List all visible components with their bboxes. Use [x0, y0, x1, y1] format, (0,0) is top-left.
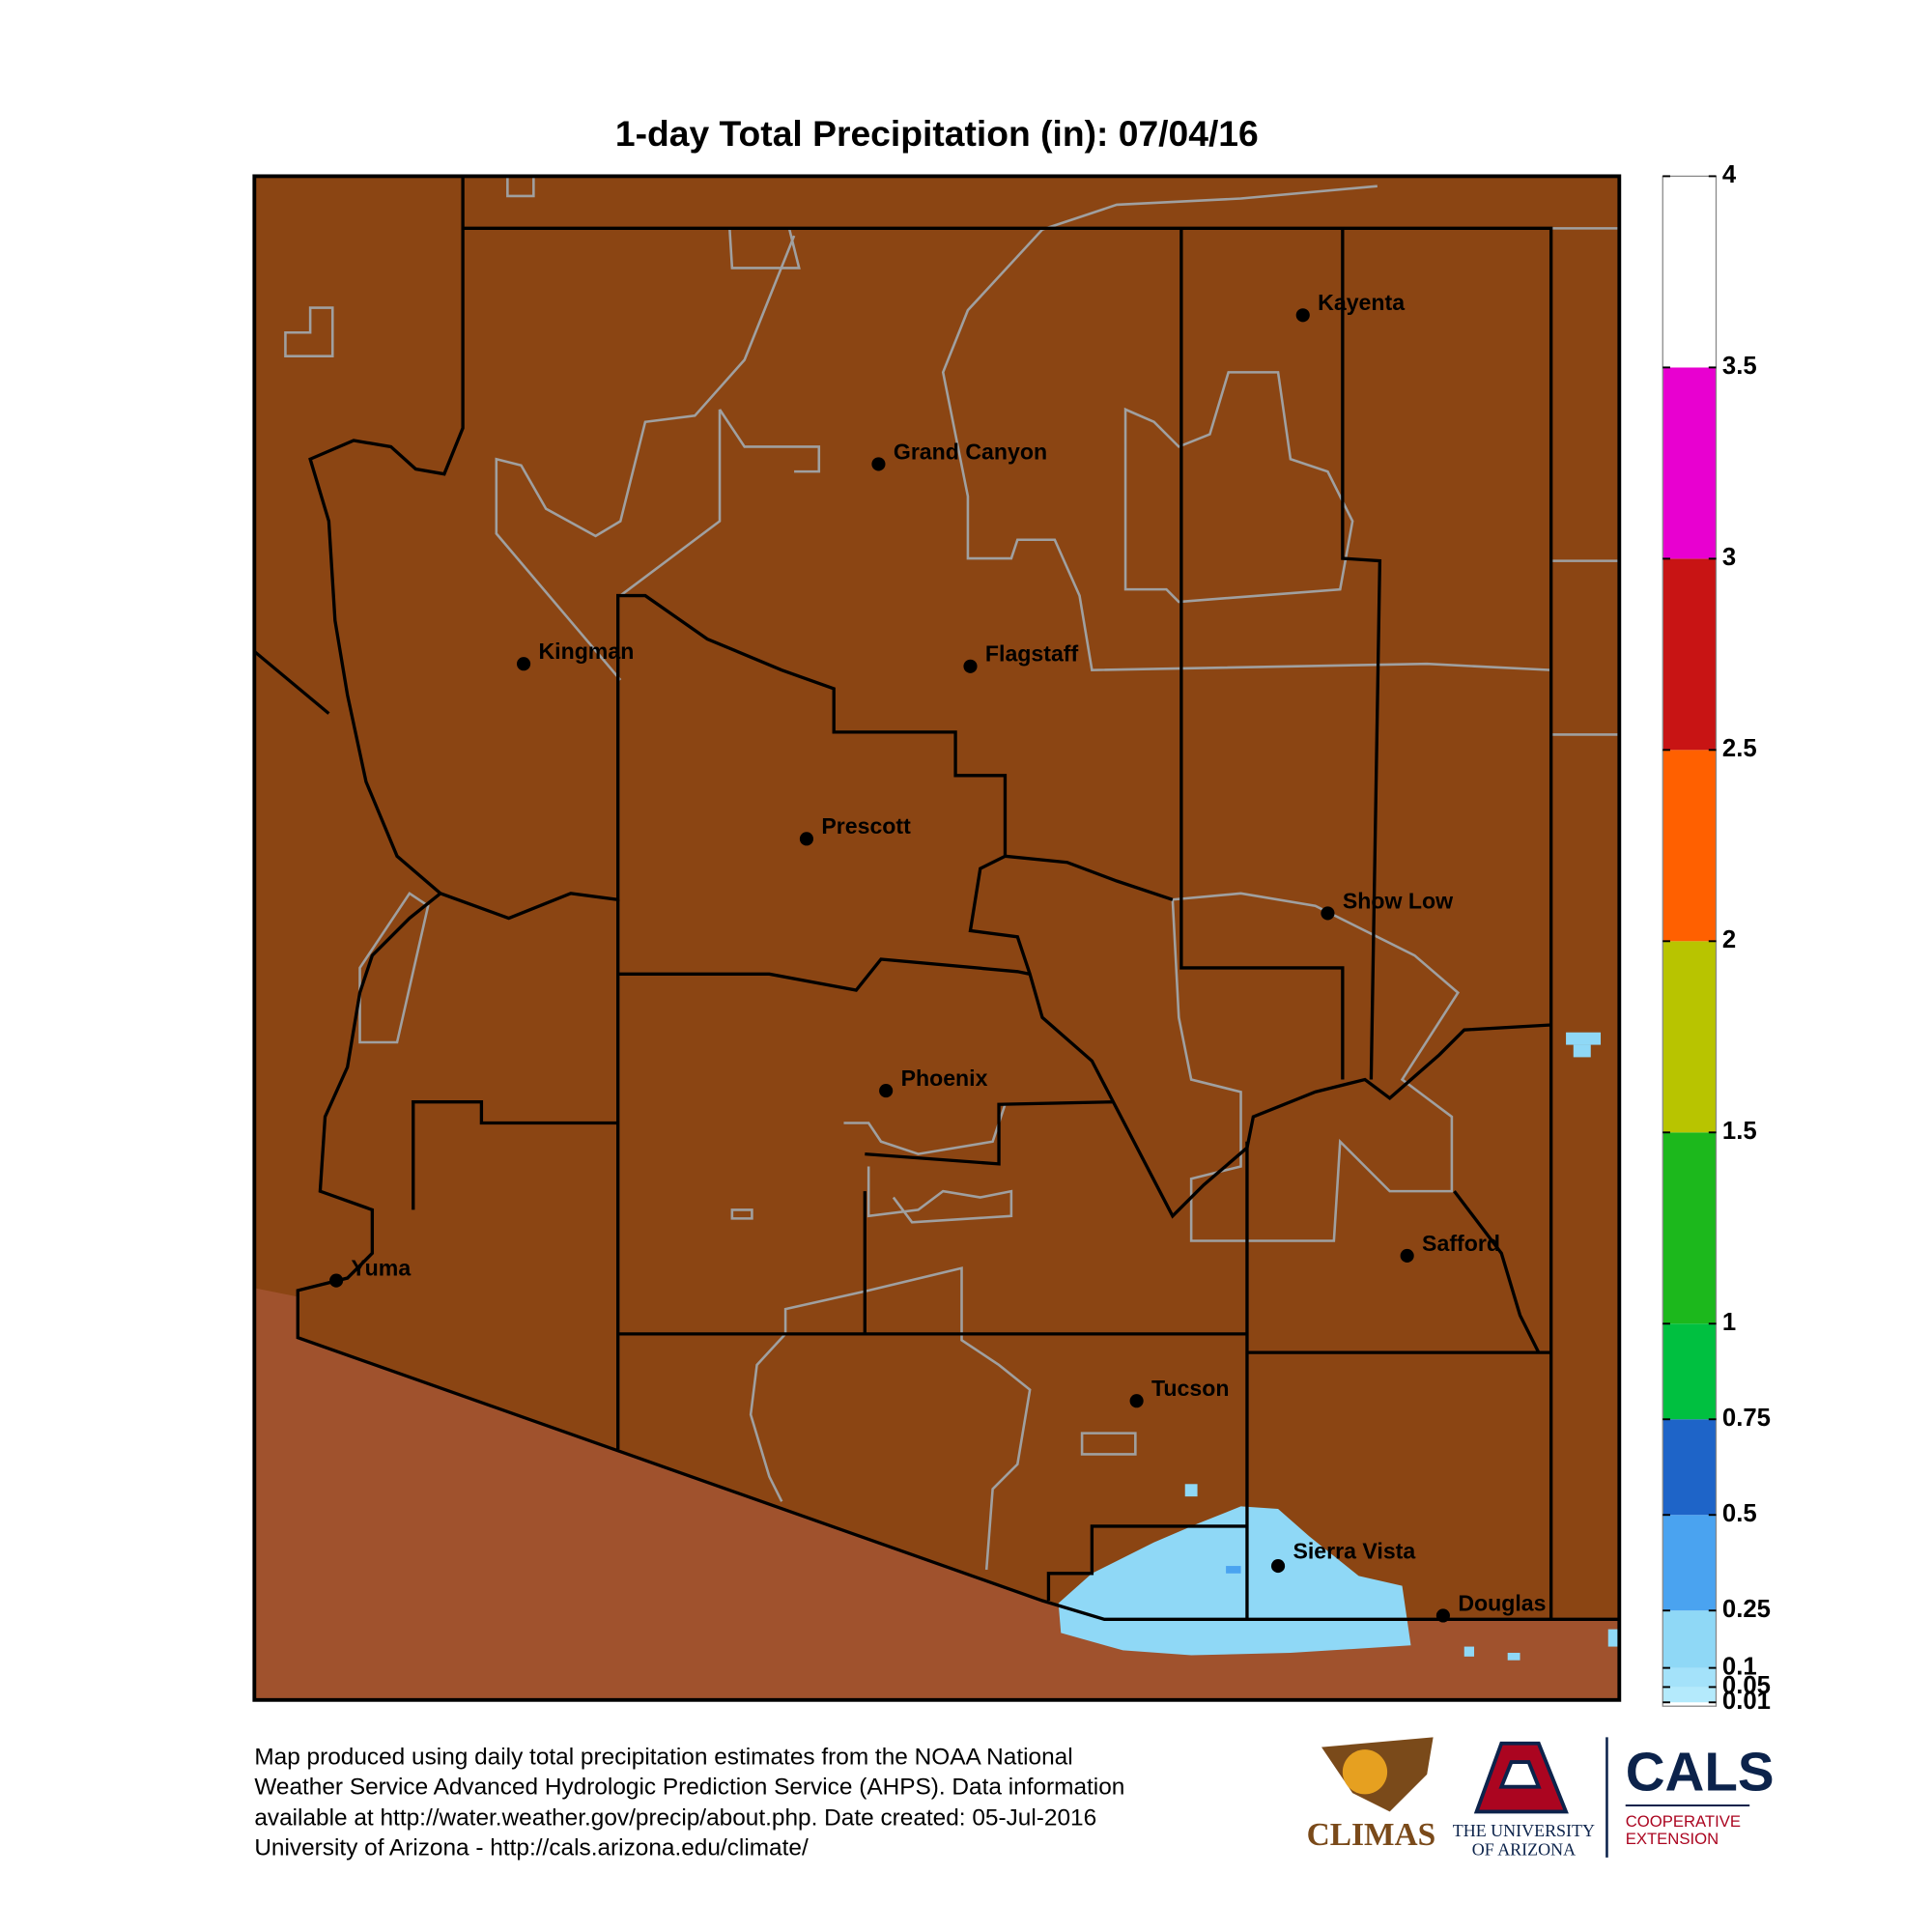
city-label: Kingman — [538, 639, 634, 664]
city-dot — [879, 1084, 894, 1098]
city-label: Phoenix — [901, 1065, 988, 1091]
city-dot — [1435, 1608, 1450, 1623]
colorbar-label: 4 — [1722, 161, 1737, 188]
colorbar-bin — [1662, 1419, 1717, 1516]
city-dot — [1400, 1248, 1414, 1264]
colorbar-bin — [1662, 750, 1717, 942]
colorbar-label: 0.1 — [1722, 1653, 1757, 1680]
city-label: Show Low — [1343, 888, 1454, 913]
footer-line: University of Arizona - http://cals.ariz… — [254, 1834, 809, 1861]
climas-sun — [1342, 1749, 1388, 1795]
city-label: Flagstaff — [985, 641, 1079, 667]
county-lines — [253, 176, 1620, 1621]
city-dot — [1129, 1394, 1144, 1408]
colorbar: 0.010.050.1 0.25 0.5 0.75 1 1.5 2 2.5 3 3.5 4 — [1662, 161, 1771, 1715]
cities: Kayenta Grand Canyon Kingman Flagstaff P… — [329, 290, 1546, 1623]
city-dot — [799, 832, 814, 846]
ua-logo — [1473, 1741, 1569, 1814]
city-dot — [963, 659, 978, 673]
colorbar-label: 2 — [1722, 926, 1736, 953]
map-frame — [252, 174, 1622, 1702]
colorbar-bin — [1662, 1687, 1717, 1703]
city-dot — [871, 457, 886, 471]
colorbar-label: 2.5 — [1722, 735, 1757, 762]
precip-patch — [1226, 1566, 1241, 1574]
colorbar-label: 1 — [1722, 1309, 1736, 1336]
colorbar-label: 0.25 — [1722, 1596, 1771, 1623]
ua-text: THE UNIVERSITY — [1453, 1821, 1595, 1840]
footer-line: available at http://water.weather.gov/pr… — [254, 1805, 1096, 1832]
logos: CLIMAS THE UNIVERSITY OF ARIZONA CALS CO… — [1307, 1737, 1775, 1859]
reservation-lines — [284, 175, 1621, 1571]
cals-sub: COOPERATIVE — [1626, 1812, 1741, 1831]
colorbar-label: 0.05 — [1722, 1672, 1771, 1699]
colorbar-label: 0.5 — [1722, 1500, 1757, 1527]
colorbar-label: 3.5 — [1722, 353, 1757, 380]
colorbar-bin — [1662, 1610, 1717, 1668]
title: 1-day Total Precipitation (in): 07/04/16 — [615, 113, 1259, 154]
city-label: Prescott — [821, 813, 911, 838]
city-label: Safford — [1422, 1231, 1500, 1256]
cals-text: CALS — [1626, 1742, 1775, 1803]
ua-text: OF ARIZONA — [1472, 1839, 1576, 1859]
city-label: Yuma — [352, 1255, 412, 1280]
colorbar-label: 0.75 — [1722, 1405, 1771, 1432]
city-dot — [329, 1273, 344, 1288]
colorbar-bin — [1662, 558, 1717, 751]
colorbar-bin — [1662, 367, 1717, 559]
colorbar-label: 1.5 — [1722, 1118, 1757, 1145]
city-label: Sierra Vista — [1293, 1538, 1415, 1563]
colorbar-label: 0.01 — [1722, 1688, 1771, 1715]
city-label: Grand Canyon — [894, 439, 1047, 464]
colorbar-bin — [1662, 941, 1717, 1133]
colorbar-bin — [1662, 1323, 1717, 1420]
footer: Map produced using daily total precipita… — [254, 1745, 1124, 1861]
colorbar-bin — [1662, 1515, 1717, 1611]
cals-sub: EXTENSION — [1626, 1830, 1719, 1848]
city-label: Douglas — [1458, 1590, 1546, 1615]
footer-line: Weather Service Advanced Hydrologic Pred… — [254, 1774, 1124, 1800]
mexico — [254, 1288, 1620, 1700]
colorbar-label: 3 — [1722, 544, 1736, 571]
colorbar-bin — [1662, 176, 1717, 368]
colorbar-bin — [1662, 1132, 1717, 1324]
colorbar-bin — [1662, 1667, 1717, 1688]
city-label: Kayenta — [1318, 290, 1405, 315]
city-label: Tucson — [1151, 1376, 1229, 1401]
climas-text: CLIMAS — [1307, 1817, 1436, 1853]
footer-line: Map produced using daily total precipita… — [254, 1745, 1072, 1771]
city-dot — [517, 657, 531, 671]
city-dot — [1270, 1559, 1286, 1574]
city-dot — [1321, 906, 1335, 921]
city-dot — [1295, 308, 1310, 323]
